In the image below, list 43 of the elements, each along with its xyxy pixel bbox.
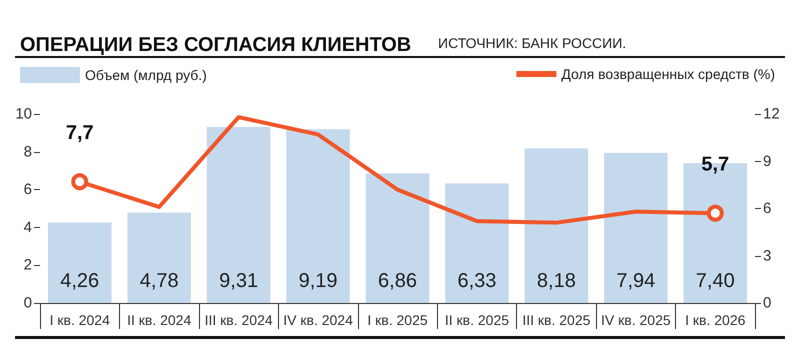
y2-tick-label: 6 — [763, 200, 772, 217]
y-tick-label: 8 — [24, 143, 32, 160]
text: ИСТОЧНИК: БАНК РОССИИ. — [438, 35, 626, 51]
x-tick-label: IV кв. 2025 — [601, 312, 671, 328]
data-label: 9,19 — [298, 270, 338, 292]
bar — [127, 212, 191, 303]
x-tick-label: II кв. 2025 — [444, 312, 510, 328]
y-tick-label: 0 — [24, 294, 32, 312]
y-tick-label: 10 — [15, 106, 32, 122]
bar — [206, 127, 270, 303]
data-label: 7,7 — [66, 122, 94, 144]
bar — [445, 183, 509, 303]
y2-tick-label: 3 — [763, 247, 772, 264]
y2-tick-label: 9 — [763, 152, 772, 170]
x-tick-label: I кв. 2026 — [685, 312, 746, 328]
bar — [286, 129, 350, 303]
data-label: 6,33 — [457, 270, 496, 292]
bar — [524, 148, 588, 303]
chart-title: ОПЕРАЦИИ БЕЗ СОГЛАСИЯ КЛИЕНТОВ — [20, 34, 412, 56]
legend-label: Доля возвращенных средств (%) — [561, 66, 776, 82]
x-tick-label: II кв. 2024 — [127, 312, 192, 328]
data-label: 7,40 — [696, 270, 735, 292]
bar — [366, 173, 430, 303]
data-label: 7,94 — [616, 270, 656, 292]
x-tick-label: IV кв. 2024 — [283, 312, 354, 328]
x-tick-label: I кв. 2025 — [367, 312, 428, 328]
y-tick-label: 4 — [24, 218, 32, 236]
data-label: 9,31 — [219, 270, 258, 292]
x-tick-label: I кв. 2024 — [50, 312, 110, 328]
data-label: 6,86 — [378, 270, 417, 292]
y-tick-label: 2 — [24, 256, 32, 274]
y2-tick-label: 12 — [763, 106, 780, 122]
bar — [48, 222, 112, 303]
y-tick-label: 6 — [24, 181, 32, 198]
bar — [604, 152, 668, 303]
data-label: 5,7 — [701, 154, 730, 176]
x-tick-label: III кв. 2025 — [522, 312, 591, 328]
x-tick-label: III кв. 2024 — [204, 312, 273, 328]
data-label: 4,78 — [140, 270, 179, 292]
data-label: 8,18 — [536, 270, 576, 292]
legend-label: Объем (млрд руб.) — [85, 67, 207, 83]
data-label: 4,26 — [60, 270, 100, 292]
y2-tick-label: 0 — [763, 294, 772, 312]
